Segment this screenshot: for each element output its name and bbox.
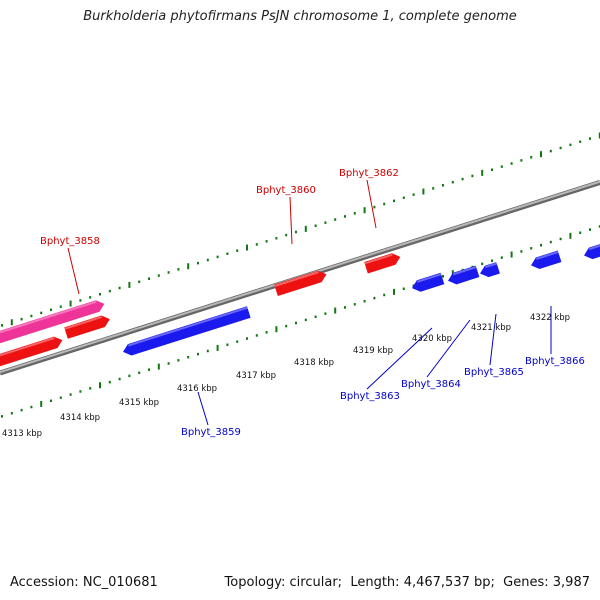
reverse-gene-bphyt-3865-shine [485, 262, 498, 269]
scale-label: 4320 kbp [412, 334, 452, 344]
gene-label-forward: Bphyt_3860 [256, 185, 316, 196]
reverse-gene-bphyt-3859-shine [128, 306, 248, 347]
scale-label: 4313 kbp [2, 429, 42, 439]
leader-line [289, 196, 293, 245]
reverse-gene-body [584, 243, 600, 260]
forward-gene-shine [64, 315, 103, 330]
leader-line [489, 313, 497, 366]
scale-label: 4317 kbp [236, 371, 276, 381]
gene-label-reverse: Bphyt_3864 [401, 379, 461, 390]
scale-labels: 4313 kbp 4314 kbp 4315 kbp 4316 kbp 4317 kbp… [2, 313, 570, 439]
forward-gene [64, 315, 110, 339]
reverse-gene-bphyt-3865-body [480, 262, 500, 278]
rna-gene [0, 300, 105, 346]
forward-gene-bphyt-3860 [274, 270, 327, 297]
genome-summary: Topology: circular; Length: 4,467,537 bp… [224, 575, 590, 590]
gene-labels: Bphyt_3858 Bphyt_3860 Bphyt_3862 Bphyt_3859… [40, 168, 585, 438]
reverse-gene-shine [589, 243, 600, 251]
genes-value: 3,987 [552, 575, 590, 590]
leader-line [426, 319, 471, 378]
scale-label: 4316 kbp [177, 384, 217, 394]
scale-label: 4319 kbp [353, 346, 393, 356]
gene-label-reverse: Bphyt_3859 [181, 427, 241, 438]
reverse-gene-bphyt-3866-body [531, 250, 562, 269]
reverse-gene-bphyt-3863-shine [417, 273, 442, 283]
rna-gene-shine [0, 300, 97, 337]
accession-info: Accession: NC_010681 [10, 575, 158, 590]
forward-gene-bphyt-3860-shine [274, 271, 319, 288]
reverse-gene-bphyt-3866 [531, 250, 562, 269]
leader-line [197, 391, 209, 426]
reverse-gene-bphyt-3864-shine [453, 266, 477, 276]
outer-tick-ring [1, 132, 600, 327]
reverse-gene-bphyt-3859 [123, 306, 251, 356]
forward-gene-bphyt-3860-body [274, 270, 327, 297]
topology-value: circular [289, 575, 338, 590]
gene-label-reverse: Bphyt_3863 [340, 391, 400, 402]
length-value: 4,467,537 bp [403, 575, 491, 590]
forward-gene [0, 336, 63, 369]
length-label: Length: [350, 575, 400, 590]
reverse-gene-bphyt-3866-shine [536, 251, 559, 260]
forward-gene-body [64, 315, 110, 339]
scale-label: 4314 kbp [60, 413, 100, 423]
leader-line [67, 247, 80, 295]
inner-tick-ring [1, 225, 600, 418]
reverse-gene-bphyt-3864-body [448, 265, 480, 285]
reverse-gene-bphyt-3863-body [412, 272, 445, 292]
leader-line [366, 327, 433, 390]
scale-label: 4318 kbp [294, 358, 334, 368]
topology-label: Topology: [224, 575, 286, 590]
forward-gene-body [0, 336, 63, 369]
accession-label: Accession: [10, 575, 79, 590]
genome-title: Burkholderia phytofirmans PsJN chromosom… [83, 9, 517, 24]
gene-features [0, 243, 600, 369]
gene-label-reverse: Bphyt_3866 [525, 356, 585, 367]
reverse-gene-bphyt-3859-body [123, 306, 251, 356]
label-leader-lines [67, 179, 552, 426]
scale-label: 4321 kbp [471, 323, 511, 333]
gene-label-forward: Bphyt_3858 [40, 236, 100, 247]
reverse-gene-bphyt-3865 [480, 262, 500, 278]
leader-line [366, 179, 377, 229]
accession-value: NC_010681 [82, 575, 158, 590]
forward-gene-bphyt-3862-body [364, 253, 401, 274]
gene-label-forward: Bphyt_3862 [339, 168, 399, 179]
rna-gene-body [0, 300, 105, 346]
forward-gene-bphyt-3862 [364, 253, 401, 274]
gene-label-reverse: Bphyt_3865 [464, 367, 524, 378]
reverse-gene-bphyt-3864 [448, 265, 480, 285]
scale-label: 4322 kbp [530, 313, 570, 323]
reverse-gene [584, 243, 600, 260]
genes-label: Genes: [503, 575, 549, 590]
reverse-gene-bphyt-3863 [412, 272, 445, 292]
forward-gene-shine [0, 337, 55, 360]
forward-gene-bphyt-3862-shine [364, 253, 393, 265]
scale-label: 4315 kbp [119, 398, 159, 408]
